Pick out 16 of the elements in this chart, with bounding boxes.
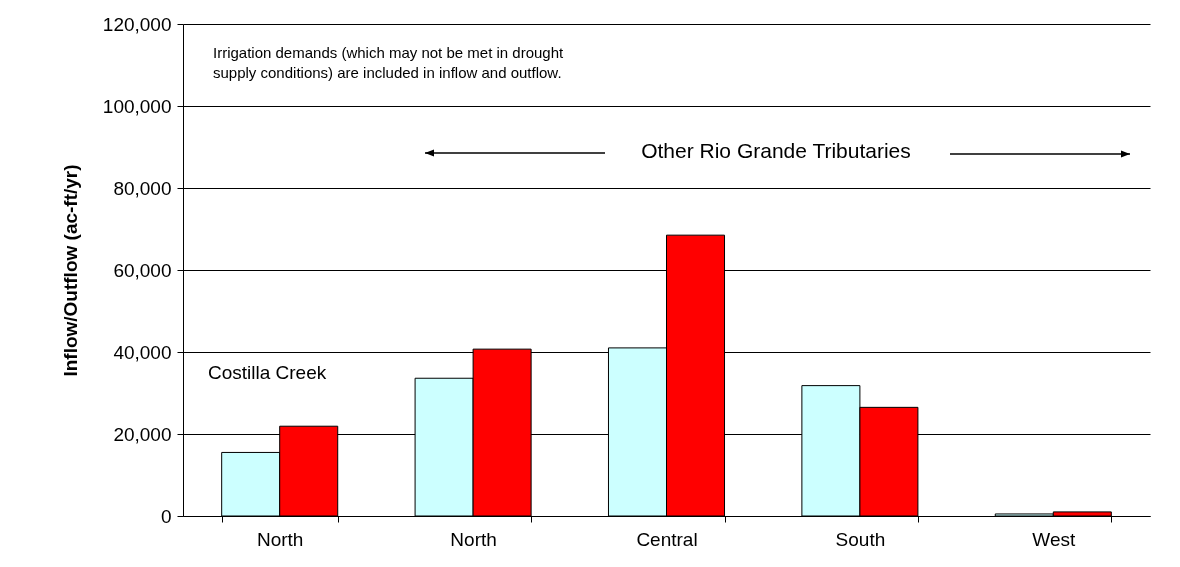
annotation: Costilla Creek [208,362,327,383]
y-tick-label: 20,000 [113,423,172,445]
x-tick-label: North [450,528,497,550]
x-tick-label: North [256,528,304,550]
annotation: Irrigation demands (which may not be met in drought supply conditions) are included in inflow and outflow. [213,44,565,82]
x-tick-label: West [1032,528,1076,550]
y-tick-label: 60,000 [113,259,172,281]
y-axis-title: Inflow/Outflow (ac-ft/yr) [59,164,81,377]
y-tick-label: 120,000 [102,13,172,35]
x-tick-label: Central [636,528,698,550]
x-tick-label: South [835,528,886,550]
y-tick-label: 40,000 [113,341,172,363]
y-tick-label: 80,000 [113,177,172,199]
annotation: Other Rio Grande Tributaries [641,139,911,162]
y-tick-label: 0 [160,505,172,527]
y-tick-label: 100,000 [102,95,172,117]
